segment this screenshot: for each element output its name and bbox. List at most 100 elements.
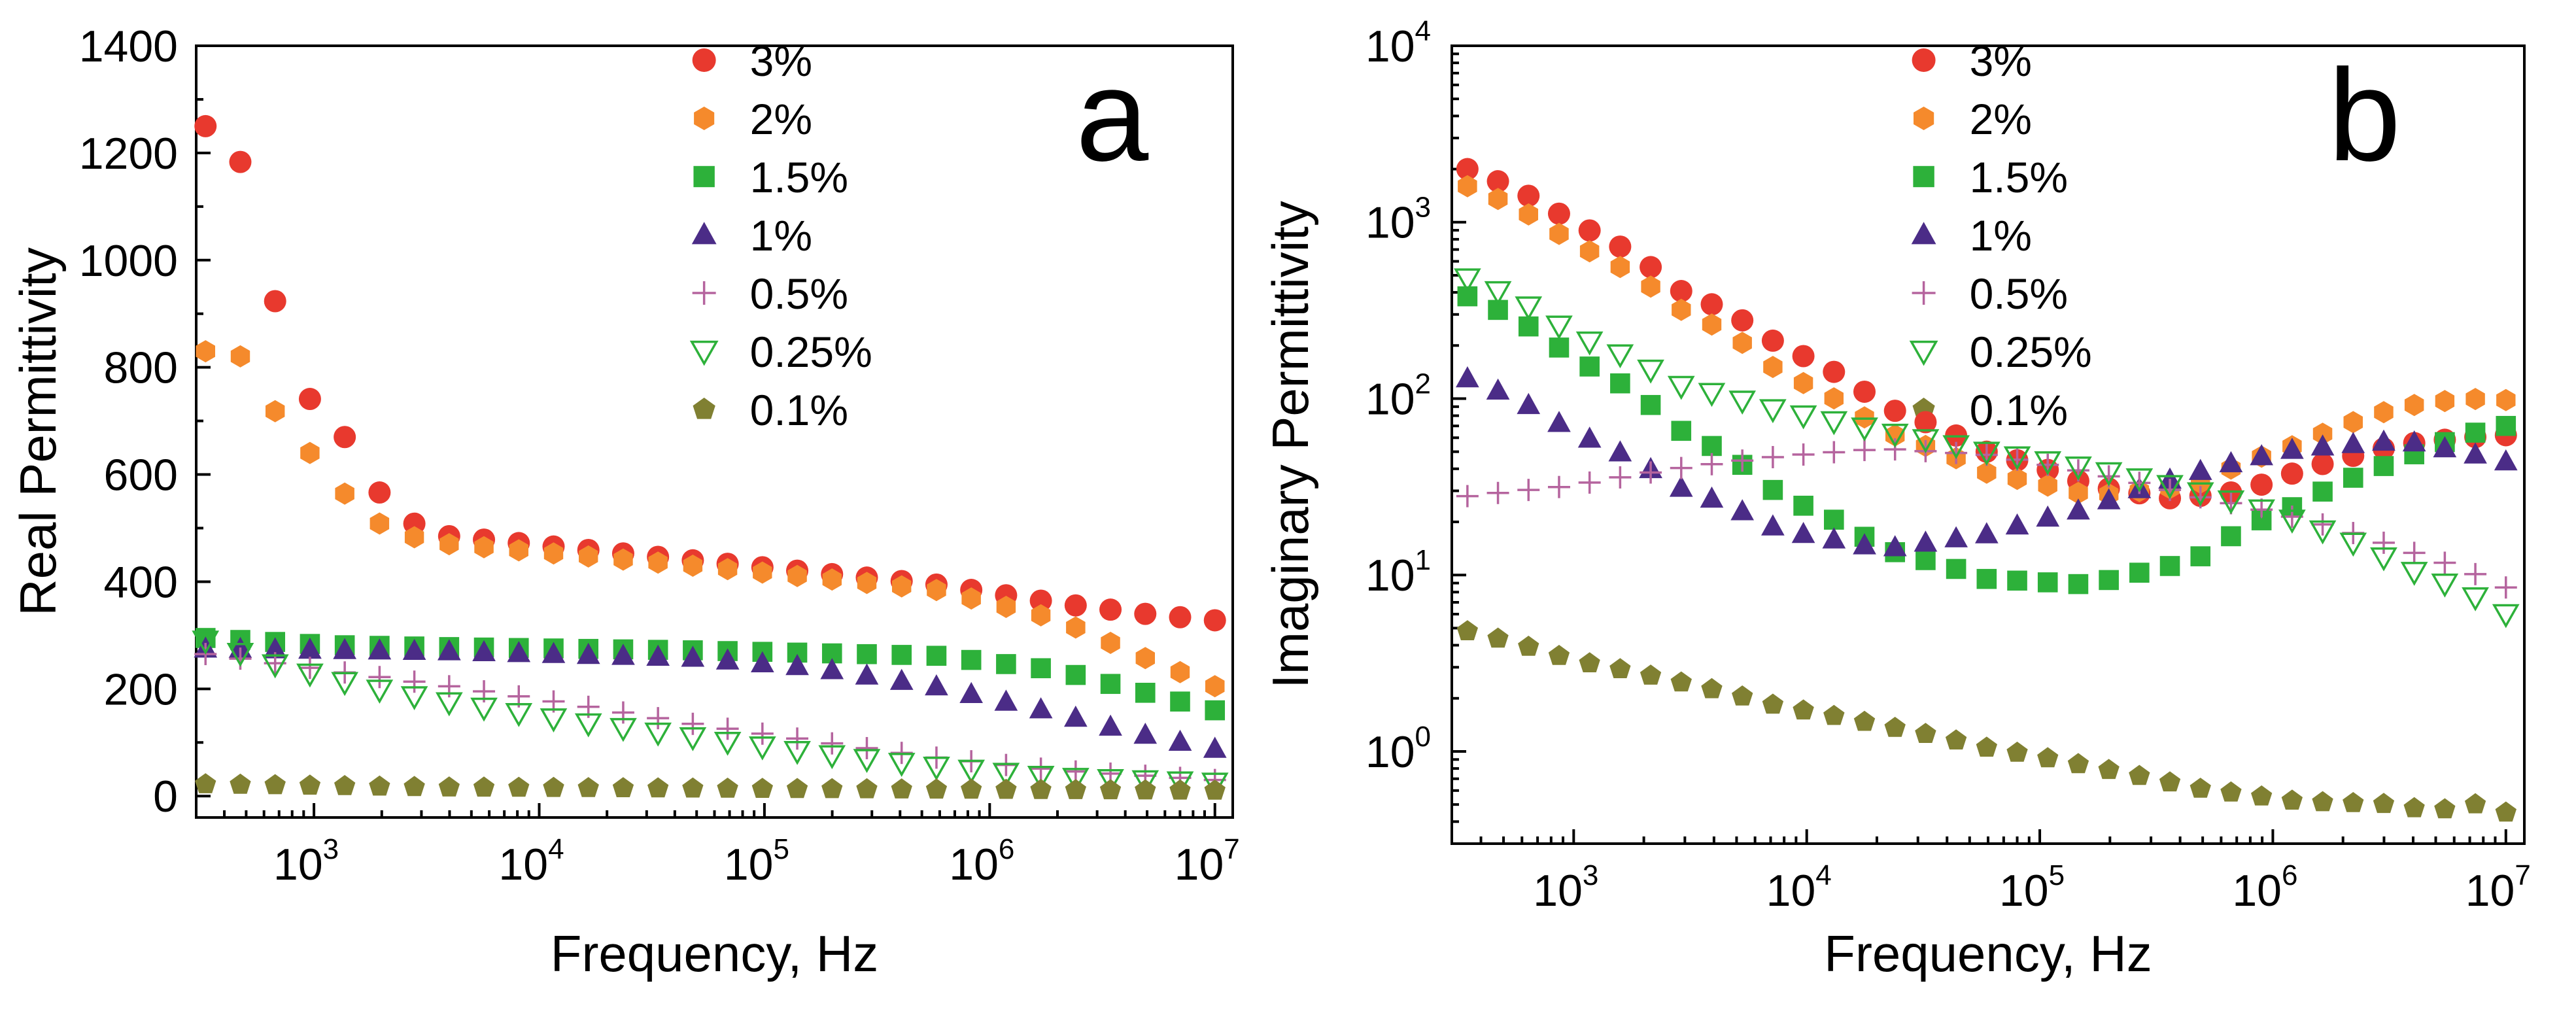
data-point [2374,401,2394,424]
data-point [230,773,251,794]
data-point [1203,736,1227,758]
data-point [192,630,220,655]
data-point [2464,562,2487,585]
data-point [1728,390,1756,415]
data-point [2343,468,2363,488]
data-point [230,345,250,368]
y-tick-label: 103 [1365,192,1431,248]
data-point [2464,442,2487,464]
data-point [1670,456,1692,479]
data-point [1853,439,1876,462]
series-2pct [196,340,1225,698]
data-point [474,536,494,559]
data-point [299,774,321,795]
data-point [2400,562,2428,586]
data-point [822,568,842,591]
data-point [1915,550,1936,570]
data-point [787,564,807,587]
legend-label: 0.5% [750,269,848,318]
data-point [1732,685,1753,706]
data-point [194,114,217,137]
data-point [1101,632,1120,654]
data-point [404,526,424,549]
data-point [1203,609,1226,632]
data-point [1640,664,1662,685]
data-point [1169,606,1192,628]
data-point [1945,729,1967,749]
data-point [2034,451,2062,475]
data-point [1029,757,1052,780]
data-point [818,745,846,770]
data-point [1945,441,1968,464]
data-point [1793,495,1813,516]
data-point [368,638,392,660]
data-point [647,777,669,798]
data-point [2065,456,2092,481]
data-point [1912,429,1940,454]
data-point [2433,436,2457,458]
data-point [2312,422,2333,445]
data-point [2465,422,2486,443]
data-point [853,749,881,774]
data-point [1168,729,1192,751]
x-tick-label: 103 [273,833,339,889]
data-point [368,481,391,504]
data-point [646,644,670,666]
y-tick-label: 1200 [79,129,178,179]
data-point [1853,710,1876,731]
data-point [994,689,1018,711]
data-point [1064,705,1088,727]
series-0p1pct [195,773,1226,800]
data-point [1883,535,1907,557]
data-point [1205,675,1225,698]
data-point [505,702,533,727]
data-point [2186,482,2214,507]
data-point [1702,313,1722,336]
data-point [438,776,460,797]
legend-marker [691,222,717,245]
data-point [1486,378,1510,400]
legend-marker [694,107,715,130]
data-point [681,645,705,667]
data-point [541,642,566,663]
data-point [2403,542,2426,564]
data-point [1062,768,1090,792]
data-point [1853,380,1876,403]
data-point [1579,356,1600,377]
data-point [1453,268,1481,293]
data-point [438,639,461,661]
legend-marker [692,281,716,305]
data-point [2280,438,2304,459]
panel-label: b [2328,43,2401,188]
data-point [1519,203,1538,226]
data-point [682,777,704,798]
data-point [508,776,530,797]
data-point [611,701,634,724]
series-1p5pct [1457,286,2516,594]
legend-marker [1913,165,1934,188]
data-point [334,426,356,449]
data-point [576,642,600,664]
data-point [403,512,426,535]
data-point [1885,424,1905,447]
legend-label: 1% [750,211,812,260]
data-point [753,561,772,584]
data-point [1170,691,1190,712]
data-point [331,672,359,697]
x-tick-label: 105 [1999,859,2065,916]
data-point [1977,461,1997,484]
data-point [229,150,252,173]
series-3pct [194,114,1226,632]
data-point [1637,359,1664,384]
data-point [2095,462,2123,487]
data-point [1698,383,1726,407]
data-point [436,692,463,717]
data-point [2007,468,2027,490]
data-point [644,722,672,747]
data-point [1135,683,1156,703]
data-point [369,775,390,796]
x-tick-label: 106 [2232,859,2297,916]
legend-label: 3% [750,37,812,85]
data-point [2190,546,2211,566]
